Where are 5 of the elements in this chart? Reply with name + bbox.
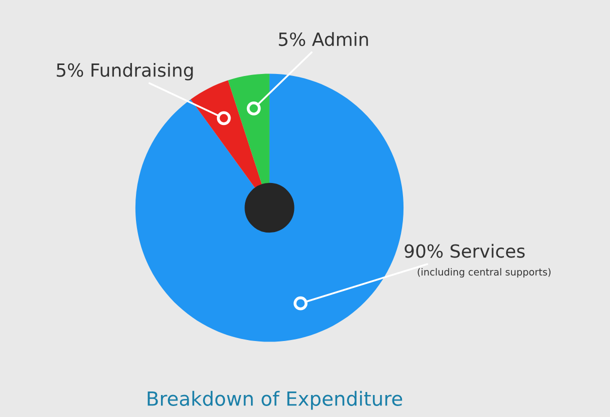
slice-label: 5% Fundraising — [56, 62, 193, 80]
text: (including central supports) — [418, 268, 550, 278]
slice-label: 90% Services — [404, 244, 525, 258]
text: Breakdown of Expenditure — [148, 390, 402, 410]
slice-label: 5% Admin — [278, 32, 368, 46]
